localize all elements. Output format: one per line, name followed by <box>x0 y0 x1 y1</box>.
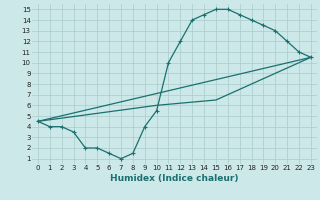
X-axis label: Humidex (Indice chaleur): Humidex (Indice chaleur) <box>110 174 239 183</box>
